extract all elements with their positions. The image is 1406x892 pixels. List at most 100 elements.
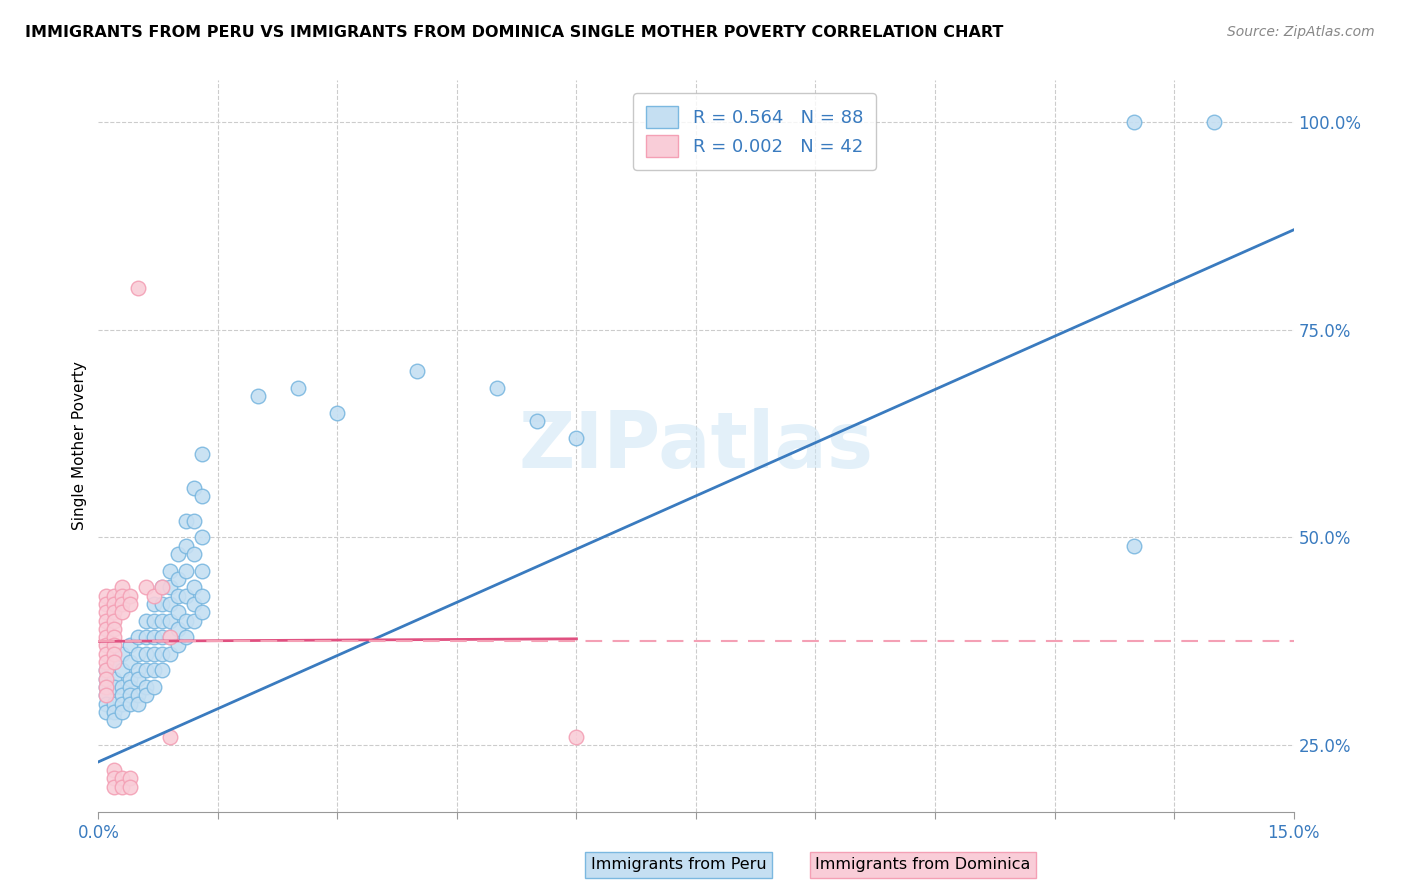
Point [103, 614, 125, 628]
Point [96, 664, 118, 678]
Point [96, 647, 118, 661]
Point [103, 780, 125, 794]
Point [150, 630, 173, 644]
Point [150, 580, 173, 594]
Y-axis label: Single Mother Poverty: Single Mother Poverty [72, 361, 87, 531]
Point [167, 572, 190, 586]
Point [526, 414, 548, 428]
Point [150, 647, 173, 661]
Point [111, 697, 134, 711]
Point [159, 580, 181, 594]
Point [111, 772, 134, 786]
Point [120, 680, 142, 694]
Point [159, 730, 181, 744]
Point [96, 689, 118, 703]
Point [150, 664, 173, 678]
Point [167, 622, 190, 636]
Point [96, 672, 118, 686]
Point [120, 772, 142, 786]
Point [96, 630, 118, 644]
Point [191, 564, 214, 578]
Point [159, 614, 181, 628]
Point [96, 664, 118, 678]
Point [96, 672, 118, 686]
Point [111, 680, 134, 694]
Point [103, 680, 125, 694]
Point [485, 381, 508, 395]
Point [96, 614, 118, 628]
Point [174, 589, 197, 603]
Point [143, 664, 166, 678]
Point [143, 597, 166, 611]
Point [167, 605, 190, 619]
Point [103, 622, 125, 636]
Point [120, 597, 142, 611]
Point [135, 680, 157, 694]
Point [103, 655, 125, 669]
Text: Immigrants from Dominica: Immigrants from Dominica [815, 857, 1031, 872]
Point [96, 697, 118, 711]
Point [135, 614, 157, 628]
Point [103, 647, 125, 661]
Point [120, 589, 142, 603]
Point [111, 605, 134, 619]
Point [127, 664, 149, 678]
Point [191, 530, 214, 544]
Point [183, 514, 205, 528]
Point [111, 664, 134, 678]
Point [183, 597, 205, 611]
Point [103, 705, 125, 719]
Point [103, 605, 125, 619]
Point [167, 639, 190, 653]
Point [127, 647, 149, 661]
Point [127, 281, 149, 295]
Point [150, 580, 173, 594]
Point [127, 630, 149, 644]
Point [96, 680, 118, 694]
Point [191, 589, 214, 603]
Point [183, 580, 205, 594]
Point [143, 680, 166, 694]
Point [111, 580, 134, 594]
Point [1202, 115, 1225, 129]
Point [96, 589, 118, 603]
Point [565, 431, 588, 445]
Point [287, 381, 309, 395]
Point [96, 605, 118, 619]
Point [96, 705, 118, 719]
Point [183, 481, 205, 495]
Point [111, 647, 134, 661]
Point [103, 597, 125, 611]
Point [143, 647, 166, 661]
Point [143, 589, 166, 603]
Point [135, 647, 157, 661]
Point [103, 630, 125, 644]
Point [111, 780, 134, 794]
Point [159, 564, 181, 578]
Point [111, 689, 134, 703]
Point [159, 597, 181, 611]
Point [127, 672, 149, 686]
Point [96, 639, 118, 653]
Point [174, 539, 197, 553]
Point [143, 614, 166, 628]
Point [150, 597, 173, 611]
Point [565, 730, 588, 744]
Point [246, 389, 269, 403]
Point [1123, 539, 1146, 553]
Point [159, 630, 181, 644]
Point [191, 489, 214, 503]
Point [135, 580, 157, 594]
Point [111, 705, 134, 719]
Point [143, 630, 166, 644]
Text: Immigrants from Peru: Immigrants from Peru [591, 857, 766, 872]
Point [159, 630, 181, 644]
Point [326, 406, 349, 420]
Point [111, 597, 134, 611]
Point [135, 689, 157, 703]
Point [103, 714, 125, 728]
Point [96, 597, 118, 611]
Point [103, 589, 125, 603]
Point [191, 605, 214, 619]
Point [103, 772, 125, 786]
